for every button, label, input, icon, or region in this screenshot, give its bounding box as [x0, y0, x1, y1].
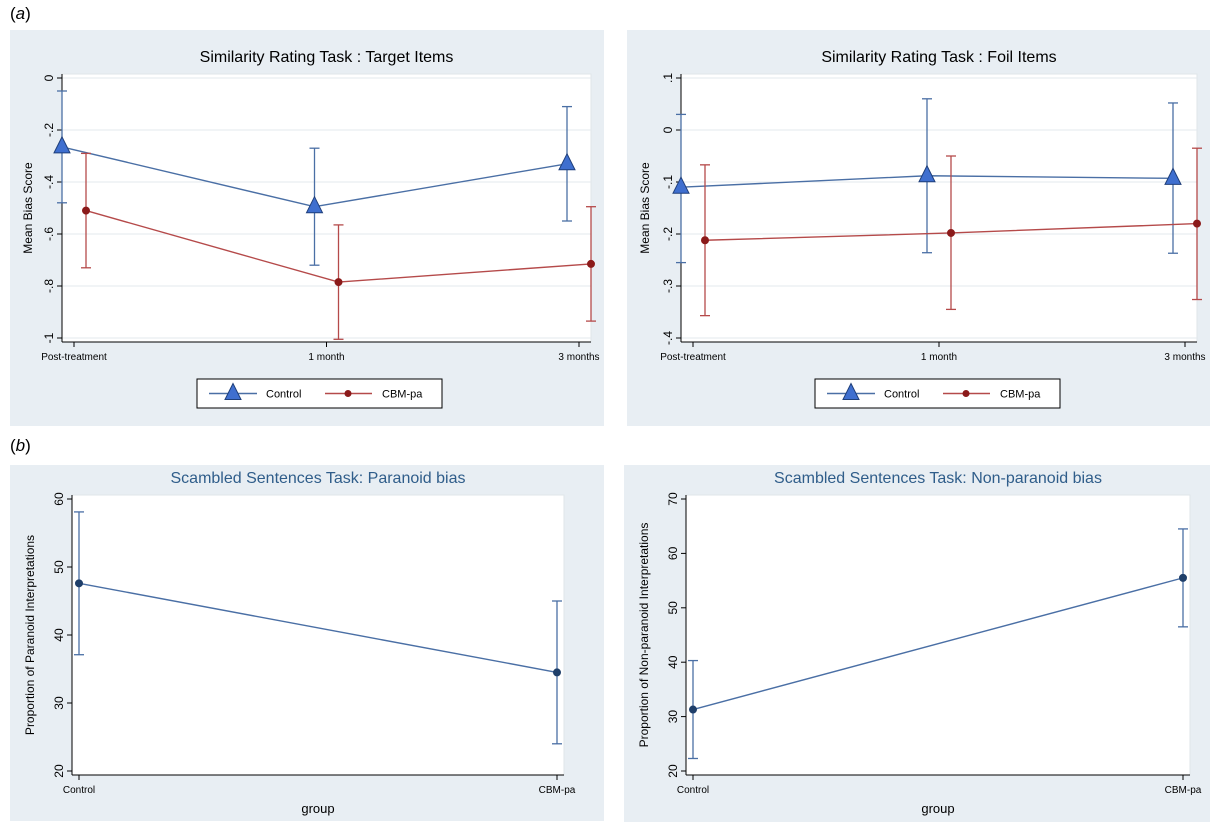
- y-tick-label: -.3: [661, 279, 675, 293]
- panel-label-a-letter: a: [15, 4, 26, 23]
- x-tick-label: 1 month: [921, 352, 957, 363]
- chart-title: Scambled Sentences Task: Paranoid bias: [171, 470, 466, 487]
- legend-marker-circle: [962, 390, 970, 397]
- chart-foil-items: .1 0 -.1 -.2 -.3 -.4 Post-treatment 1 month 3 mo…: [627, 30, 1210, 426]
- data-point-triangle: [558, 152, 576, 171]
- y-tick-label: -.1: [661, 175, 675, 189]
- panel-label-a-open: (: [10, 4, 16, 23]
- legend-marker-circle: [344, 390, 352, 397]
- series-line: [78, 582, 558, 674]
- panel-label-b-letter: b: [15, 436, 26, 455]
- y-tick-label: 60: [52, 492, 66, 506]
- y-tick-label: 20: [52, 764, 66, 778]
- y-tick-label: -.4: [661, 331, 675, 345]
- x-tick-label: 3 months: [1164, 352, 1205, 363]
- plot-area: [685, 494, 1191, 776]
- data-point-circle: [1179, 573, 1187, 582]
- y-tick-label: -.6: [42, 227, 56, 241]
- legend-label-cbm: CBM-pa: [382, 389, 423, 401]
- legend-label-control: Control: [266, 389, 301, 401]
- y-tick-label: -.2: [42, 123, 56, 137]
- y-axis-label: Mean Bias Score: [21, 162, 35, 254]
- y-tick-label: 40: [666, 655, 680, 669]
- x-tick-label: Control: [677, 785, 709, 796]
- panel-label-b: (b): [10, 436, 31, 456]
- y-tick-label: -.8: [42, 279, 56, 293]
- panel-label-a: (a): [10, 4, 31, 24]
- x-axis-label: group: [921, 801, 954, 816]
- data-point-circle: [334, 278, 343, 287]
- y-tick-label: 0: [661, 126, 675, 133]
- x-tick-label: CBM-pa: [1165, 785, 1202, 796]
- legend-marker-triangle: [842, 382, 860, 400]
- y-tick-label: 30: [666, 710, 680, 724]
- plot-area: [61, 73, 592, 343]
- panel-label-a-close: ): [25, 4, 31, 23]
- x-tick-label: CBM-pa: [539, 785, 576, 796]
- data-point-triangle: [305, 195, 324, 214]
- data-point-circle: [947, 228, 955, 237]
- y-tick-label: -1: [42, 332, 56, 343]
- series-line: [692, 577, 1184, 711]
- x-tick-label: Post-treatment: [41, 352, 107, 363]
- plot-area: [680, 73, 1198, 343]
- data-point-triangle: [53, 135, 71, 154]
- legend-marker-triangle: [224, 382, 242, 400]
- data-point-circle: [701, 236, 709, 245]
- y-tick-label: .1: [661, 73, 675, 83]
- y-tick-label: 50: [666, 601, 680, 615]
- y-axis-label: Mean Bias Score: [638, 162, 652, 254]
- data-point-triangle: [1164, 167, 1182, 185]
- plot-area: [71, 494, 565, 776]
- chart-title: Similarity Rating Task : Target Items: [200, 49, 454, 66]
- x-tick-label: Control: [63, 785, 95, 796]
- y-tick-label: 0: [42, 74, 56, 81]
- y-tick-label: 20: [666, 764, 680, 778]
- x-tick-label: 3 months: [558, 352, 599, 363]
- data-point-circle: [82, 206, 90, 215]
- y-tick-label: -.4: [42, 175, 56, 189]
- y-axis-label: Proportion of Non-paranoid Interpretatio…: [637, 523, 651, 748]
- chart-non-paranoid-bias: 70 60 50 40 30 20 Control CBM-pa Scambled Senten…: [624, 465, 1210, 822]
- data-point-circle: [689, 705, 697, 714]
- data-point-circle: [587, 259, 595, 268]
- x-tick-label: Post-treatment: [660, 352, 726, 363]
- chart-title: Similarity Rating Task : Foil Items: [821, 49, 1056, 66]
- chart-paranoid-bias: 60 50 40 30 20 Control CBM-pa Scambled Sentence…: [10, 465, 604, 821]
- legend-label-control: Control: [884, 389, 919, 401]
- y-axis-label: Proportion of Paranoid Interpretations: [23, 535, 37, 735]
- y-tick-label: 40: [52, 628, 66, 642]
- y-tick-label: 30: [52, 696, 66, 710]
- panel-label-b-open: (: [10, 436, 16, 455]
- y-tick-label: 50: [52, 560, 66, 574]
- data-point-circle: [75, 579, 83, 588]
- x-axis-label: group: [301, 801, 334, 816]
- panel-label-b-close: ): [25, 436, 31, 455]
- data-point-circle: [553, 668, 561, 677]
- y-tick-label: -.2: [661, 227, 675, 241]
- data-point-circle: [1193, 219, 1201, 228]
- x-tick-label: 1 month: [308, 352, 344, 363]
- legend-label-cbm: CBM-pa: [1000, 389, 1041, 401]
- y-tick-label: 70: [666, 492, 680, 506]
- data-point-triangle: [672, 176, 690, 194]
- y-tick-label: 60: [666, 546, 680, 560]
- chart-title: Scambled Sentences Task: Non-paranoid bi…: [774, 470, 1102, 487]
- data-point-triangle: [918, 164, 936, 183]
- chart-target-items: 0 -.2 -.4 -.6 -.8 -1 Post-treatment 1 month 3 mo…: [10, 30, 604, 426]
